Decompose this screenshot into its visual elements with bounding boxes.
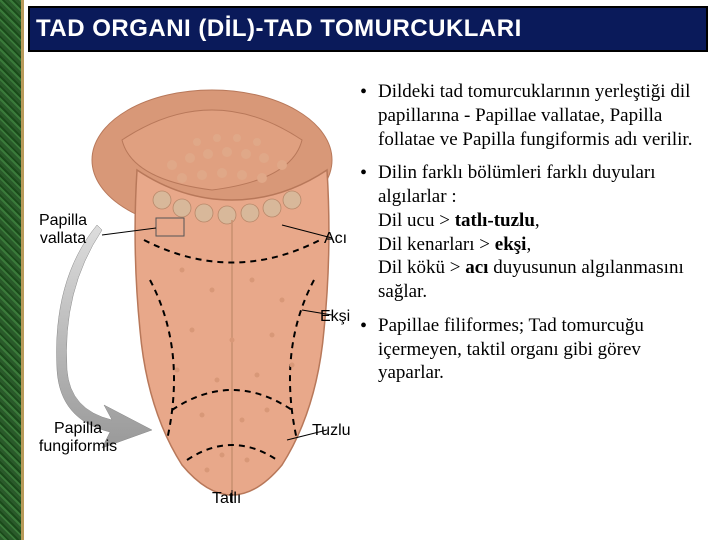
label-eksi: Ekşi	[320, 308, 350, 326]
label-papilla-fungiformis: Papilla fungiformis	[28, 420, 128, 456]
label-tuzlu: Tuzlu	[312, 422, 351, 440]
label-aci: Acı	[324, 230, 347, 248]
bullet-3-text: Papillae filiformes; Tad tomurcuğu içerm…	[378, 315, 644, 384]
bullet-2-line-1-bold: ekşi	[495, 234, 527, 255]
bullet-2-line-1-pre: Dil kenarları >	[378, 234, 495, 255]
label-tatli: Tatlı	[212, 490, 241, 508]
page-title: TAD ORGANI (DİL)-TAD TOMURCUKLARI	[36, 15, 522, 43]
bullet-2-line-2-pre: Dil kökü >	[378, 257, 465, 278]
label-papilla-vallata: Papilla vallata	[28, 212, 98, 248]
bullet-list: Dildeki tad tomurcuklarının yerleştiği d…	[360, 80, 710, 395]
title-bar: TAD ORGANI (DİL)-TAD TOMURCUKLARI	[28, 6, 708, 52]
bullet-1-text: Dildeki tad tomurcuklarının yerleştiği d…	[378, 81, 692, 150]
bullet-2-intro: Dilin farklı bölümleri farklı duyuları a…	[378, 162, 656, 207]
bullet-2-line-0-post: ,	[535, 210, 540, 231]
bullet-2-line-0-bold: tatlı-tuzlu	[455, 210, 535, 231]
bullet-1: Dildeki tad tomurcuklarının yerleştiği d…	[360, 80, 710, 151]
bullet-2-line-0-pre: Dil ucu >	[378, 210, 455, 231]
bullet-2: Dilin farklı bölümleri farklı duyuları a…	[360, 161, 710, 304]
left-texture-border	[0, 0, 24, 540]
bullet-2-line-1-post: ,	[526, 234, 531, 255]
bullet-3: Papillae filiformes; Tad tomurcuğu içerm…	[360, 314, 710, 385]
tongue-diagram: Papilla vallata Papilla fungiformis Acı …	[32, 70, 352, 530]
bullet-2-line-2-bold: acı	[465, 257, 488, 278]
